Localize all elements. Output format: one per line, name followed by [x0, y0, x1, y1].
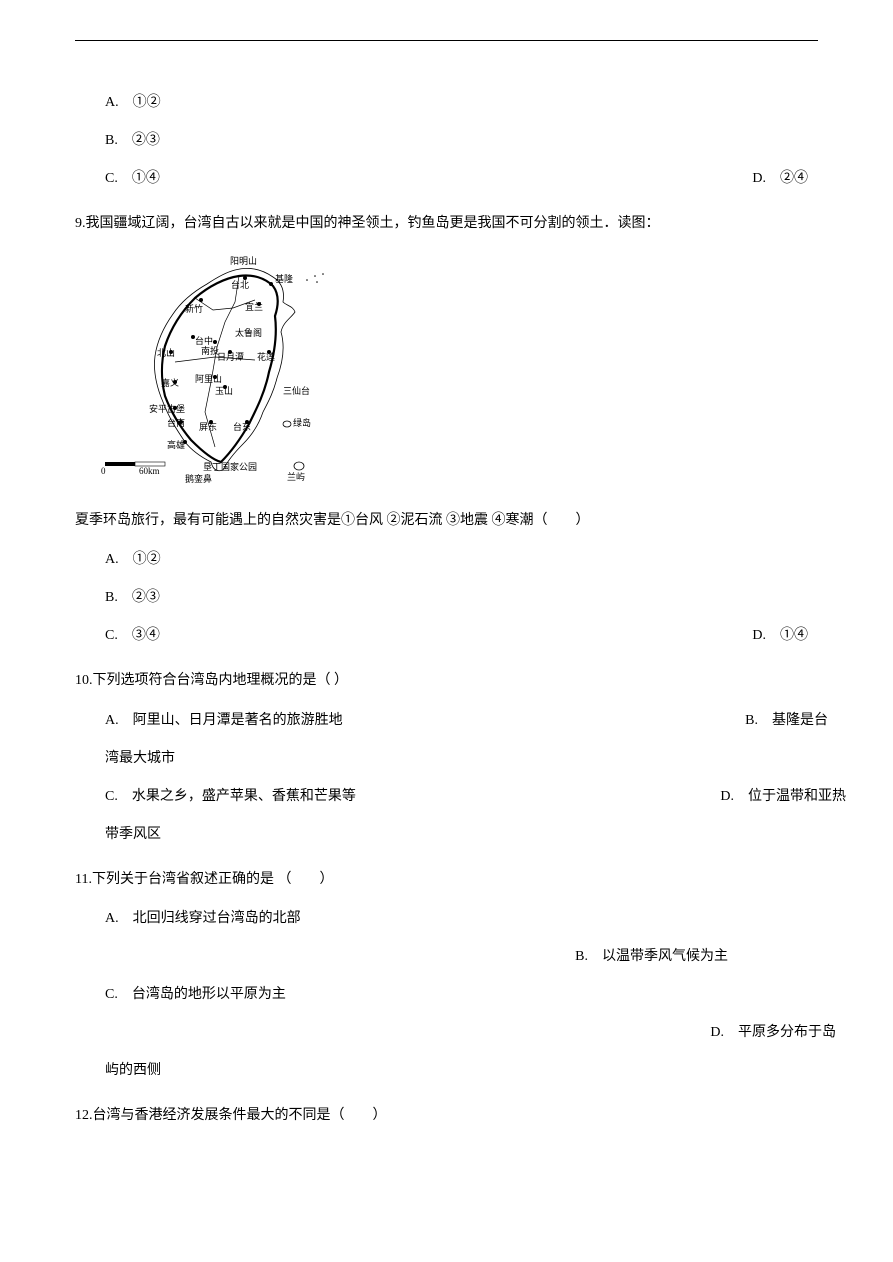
q11-option-c: C. 台湾岛的地形以平原为主: [75, 983, 286, 1003]
map-label-pingdong: 屏东: [199, 421, 217, 432]
map-label-xinzhu: 新竹: [185, 303, 203, 314]
q11-options: A. 北回归线穿过台湾岛的北部 B. 以温带季风气候为主 C. 台湾岛的地形以平…: [75, 907, 818, 1079]
q9-option-a: A. ①②: [75, 548, 161, 568]
map-label-anpinggubao: 安平古堡: [149, 403, 185, 414]
q11-option-d: D. 平原多分布于岛: [710, 1021, 836, 1041]
q10-option-d-cont: 带季风区: [75, 823, 818, 843]
map-label-yushan: 玉山: [215, 386, 233, 396]
map-scale-label: 60km: [139, 466, 160, 476]
q9-option-b: B. ②③: [75, 586, 160, 606]
q10-option-a: A. 阿里山、日月潭是著名的旅游胜地: [75, 709, 343, 729]
q9-option-c: C. ③④: [75, 624, 160, 644]
q11-option-a: A. 北回归线穿过台湾岛的北部: [75, 907, 301, 927]
map-label-beishan: 北山: [157, 348, 175, 358]
q9-taiwan-map: 阳明山 台北 基隆 宜兰 新竹 台中 南投 北山 日月潭 太鲁阁 花莲 阿里山 …: [85, 252, 365, 492]
map-label-ehuanbi: 鹅銮鼻: [185, 473, 212, 484]
q9-option-d: D. ①④: [752, 624, 808, 644]
q11-option-d-cont: 屿的西侧: [75, 1059, 818, 1079]
map-label-gaoxiong: 高雄: [167, 439, 185, 450]
q10-stem: 10.下列选项符合台湾岛内地理概况的是（ ）: [75, 668, 818, 695]
q9-substem: 夏季环岛旅行，最有可能遇上的自然灾害是①台风 ②泥石流 ③地震 ④寒潮（ ）: [75, 508, 818, 535]
map-label-yangmingshan: 阳明山: [230, 256, 257, 266]
q8-option-b: B. ②③: [75, 129, 160, 149]
map-label-riyuetan: 日月潭: [217, 352, 244, 362]
q12-stem: 12.台湾与香港经济发展条件最大的不同是（ ）: [75, 1103, 818, 1130]
map-label-lanyu: 兰屿: [287, 471, 305, 482]
map-label-taizhong: 台中: [195, 335, 213, 346]
map-scale-zero: 0: [101, 466, 106, 476]
q11-stem: 11.下列关于台湾省叙述正确的是 （ ）: [75, 867, 818, 894]
map-label-jilong: 基隆: [275, 273, 293, 284]
map-label-alishan: 阿里山: [195, 374, 222, 384]
q9-stem: 9.我国疆域辽阔，台湾自古以来就是中国的神圣领土，钓鱼岛更是我国不可分割的领土．…: [75, 211, 818, 238]
map-label-lvdao: 绿岛: [293, 417, 311, 428]
q11-option-b: B. 以温带季风气候为主: [575, 945, 728, 965]
map-label-yilan: 宜兰: [245, 301, 263, 312]
map-label-tailuge: 太鲁阁: [235, 327, 262, 338]
map-label-kending: 垦丁国家公园: [203, 461, 257, 472]
top-rule: [75, 40, 818, 41]
q10-option-c: C. 水果之乡，盛产苹果、香蕉和芒果等: [75, 785, 356, 805]
q8-option-d: D. ②④: [752, 167, 808, 187]
map-label-taidong: 台东: [233, 421, 251, 432]
q10-option-b-cont: 湾最大城市: [75, 747, 818, 767]
map-label-taipei: 台北: [231, 279, 249, 290]
q8-option-c: C. ①④: [75, 167, 160, 187]
q10-option-b: B. 基隆是台: [745, 709, 828, 729]
map-label-sanxiantai: 三仙台: [283, 385, 310, 396]
q10-option-d: D. 位于温带和亚热: [720, 785, 846, 805]
map-label-tainan: 台南: [167, 417, 185, 428]
q8-options: A. ①② B. ②③ C. ①④ D. ②④: [75, 91, 818, 187]
q8-option-a: A. ①②: [75, 91, 161, 111]
map-label-jiayi: 嘉义: [161, 377, 179, 388]
map-label-hualian: 花莲: [257, 351, 275, 362]
q9-options: A. ①② B. ②③ C. ③④ D. ①④: [75, 548, 818, 644]
q10-options: A. 阿里山、日月潭是著名的旅游胜地 B. 基隆是台 湾最大城市 C. 水果之乡…: [75, 709, 818, 843]
